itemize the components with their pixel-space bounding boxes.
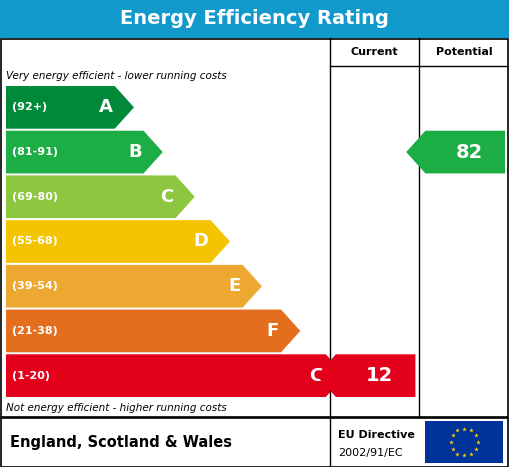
Text: Energy Efficiency Rating: Energy Efficiency Rating — [120, 9, 389, 28]
Text: F: F — [267, 322, 279, 340]
Polygon shape — [6, 86, 134, 129]
Text: B: B — [128, 143, 142, 161]
Text: Very energy efficient - lower running costs: Very energy efficient - lower running co… — [6, 71, 227, 81]
Polygon shape — [6, 354, 345, 397]
Text: G: G — [309, 367, 324, 385]
Polygon shape — [406, 131, 505, 173]
Polygon shape — [6, 265, 262, 308]
Polygon shape — [6, 220, 230, 263]
Text: E: E — [229, 277, 241, 295]
Polygon shape — [6, 176, 195, 218]
Bar — [426, 421, 503, 463]
Bar — [1, 418, 508, 467]
Text: A: A — [99, 99, 112, 116]
Text: (21-38): (21-38) — [12, 326, 58, 336]
Polygon shape — [317, 354, 415, 397]
Text: 2002/91/EC: 2002/91/EC — [338, 448, 403, 458]
Text: (92+): (92+) — [12, 102, 47, 113]
Text: (55-68): (55-68) — [12, 236, 58, 247]
Polygon shape — [6, 131, 163, 173]
Text: (69-80): (69-80) — [12, 192, 58, 202]
Text: (39-54): (39-54) — [12, 281, 58, 291]
Bar — [0, 0, 509, 38]
Text: EU Directive: EU Directive — [338, 430, 415, 439]
Text: 82: 82 — [456, 142, 483, 162]
Text: (81-91): (81-91) — [12, 147, 58, 157]
Text: Not energy efficient - higher running costs: Not energy efficient - higher running co… — [6, 403, 227, 413]
Text: C: C — [160, 188, 174, 206]
Text: (1-20): (1-20) — [12, 371, 50, 381]
Text: Current: Current — [351, 47, 399, 57]
Text: D: D — [194, 233, 209, 250]
Text: 12: 12 — [366, 366, 393, 385]
Bar — [1, 39, 508, 417]
Polygon shape — [6, 310, 300, 352]
Text: England, Scotland & Wales: England, Scotland & Wales — [10, 434, 232, 450]
Text: Potential: Potential — [436, 47, 493, 57]
